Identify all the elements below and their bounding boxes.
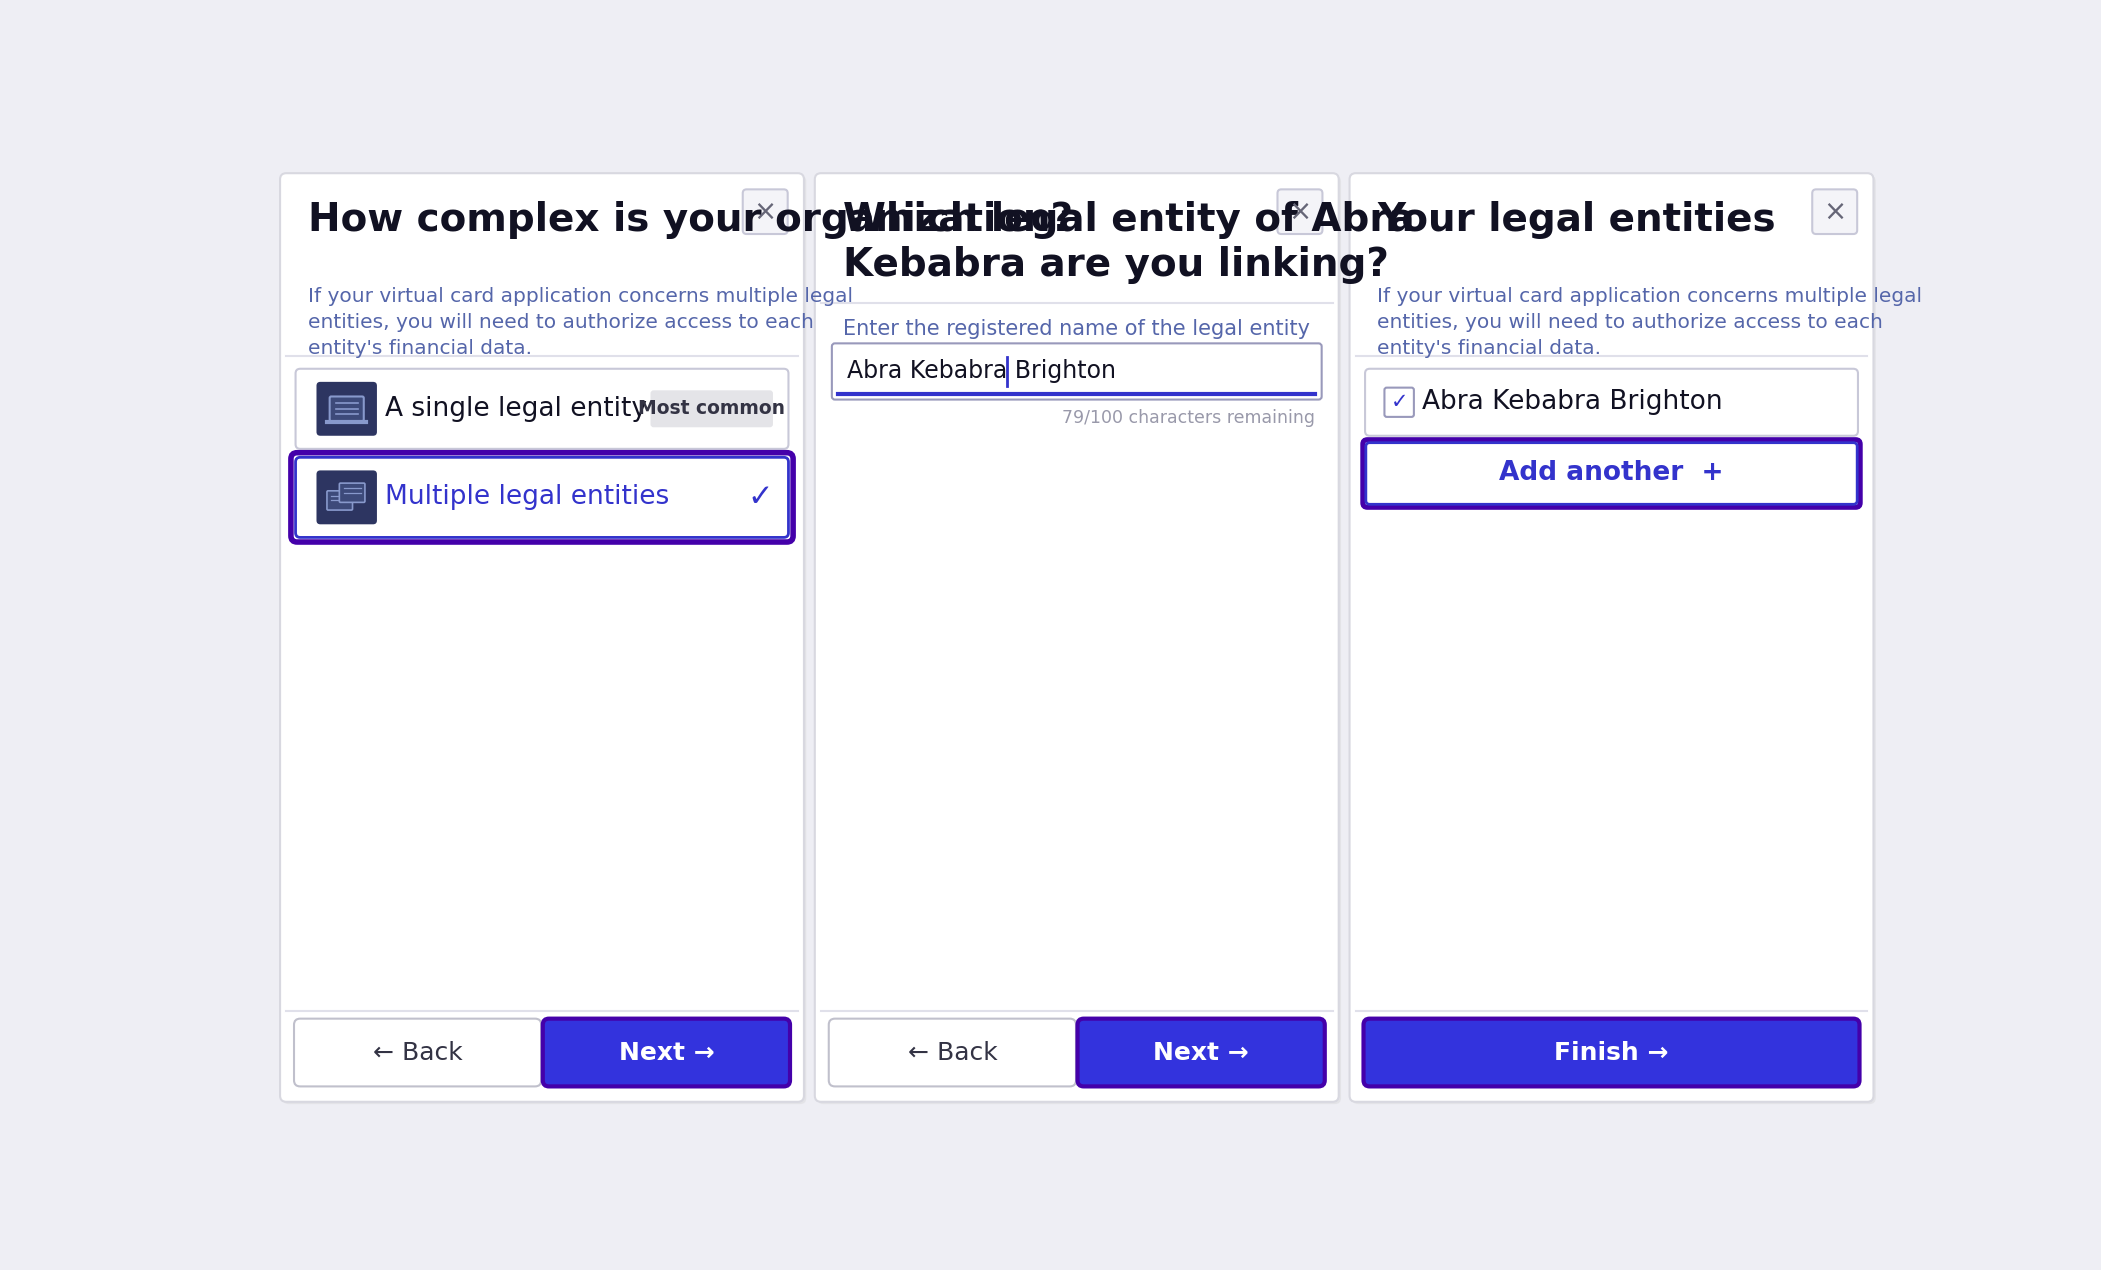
Text: ✓: ✓ bbox=[1391, 392, 1408, 413]
FancyBboxPatch shape bbox=[1351, 175, 1876, 1104]
FancyBboxPatch shape bbox=[832, 343, 1322, 400]
FancyBboxPatch shape bbox=[282, 175, 807, 1104]
Text: ×: × bbox=[754, 198, 777, 226]
FancyBboxPatch shape bbox=[328, 490, 353, 511]
Text: Next →: Next → bbox=[1153, 1040, 1248, 1064]
Text: If your virtual card application concerns multiple legal
entities, you will need: If your virtual card application concern… bbox=[309, 287, 853, 358]
Text: Your legal entities: Your legal entities bbox=[1378, 201, 1775, 239]
FancyBboxPatch shape bbox=[279, 173, 805, 1102]
Text: Multiple legal entities: Multiple legal entities bbox=[384, 484, 670, 511]
FancyBboxPatch shape bbox=[1366, 368, 1857, 436]
Text: ×: × bbox=[1824, 198, 1847, 226]
FancyBboxPatch shape bbox=[1078, 1019, 1326, 1086]
Text: If your virtual card application concerns multiple legal
entities, you will need: If your virtual card application concern… bbox=[1378, 287, 1922, 358]
FancyBboxPatch shape bbox=[317, 470, 376, 525]
FancyBboxPatch shape bbox=[296, 368, 788, 448]
Text: Abra Kebabra Brighton: Abra Kebabra Brighton bbox=[1422, 390, 1723, 415]
Text: Add another  +: Add another + bbox=[1500, 461, 1723, 486]
FancyBboxPatch shape bbox=[317, 382, 376, 436]
FancyBboxPatch shape bbox=[330, 396, 363, 422]
FancyBboxPatch shape bbox=[340, 483, 366, 503]
Text: Which legal entity of Abra
Kebabra are you linking?: Which legal entity of Abra Kebabra are y… bbox=[843, 201, 1414, 284]
FancyBboxPatch shape bbox=[817, 175, 1340, 1104]
FancyBboxPatch shape bbox=[828, 1019, 1076, 1086]
Text: ×: × bbox=[1288, 198, 1311, 226]
FancyBboxPatch shape bbox=[542, 1019, 790, 1086]
Text: Next →: Next → bbox=[618, 1040, 714, 1064]
Text: 79/100 characters remaining: 79/100 characters remaining bbox=[1063, 409, 1315, 427]
Text: ← Back: ← Back bbox=[908, 1040, 998, 1064]
FancyBboxPatch shape bbox=[1349, 173, 1874, 1102]
FancyBboxPatch shape bbox=[744, 189, 788, 234]
Text: Most common: Most common bbox=[639, 399, 786, 418]
Text: Enter the registered name of the legal entity: Enter the registered name of the legal e… bbox=[843, 320, 1309, 339]
Text: How complex is your organization?: How complex is your organization? bbox=[309, 201, 1074, 239]
FancyBboxPatch shape bbox=[1277, 189, 1322, 234]
FancyBboxPatch shape bbox=[1813, 189, 1857, 234]
Text: Finish →: Finish → bbox=[1555, 1040, 1668, 1064]
FancyBboxPatch shape bbox=[1366, 443, 1857, 504]
FancyBboxPatch shape bbox=[651, 390, 773, 427]
Text: A single legal entity: A single legal entity bbox=[384, 396, 647, 422]
Text: ✓: ✓ bbox=[748, 483, 773, 512]
FancyBboxPatch shape bbox=[1364, 1019, 1859, 1086]
FancyBboxPatch shape bbox=[296, 457, 788, 537]
Text: ← Back: ← Back bbox=[372, 1040, 462, 1064]
FancyBboxPatch shape bbox=[294, 1019, 542, 1086]
FancyBboxPatch shape bbox=[1385, 387, 1414, 417]
FancyBboxPatch shape bbox=[815, 173, 1338, 1102]
Text: Abra Kebabra Brighton: Abra Kebabra Brighton bbox=[847, 359, 1116, 384]
